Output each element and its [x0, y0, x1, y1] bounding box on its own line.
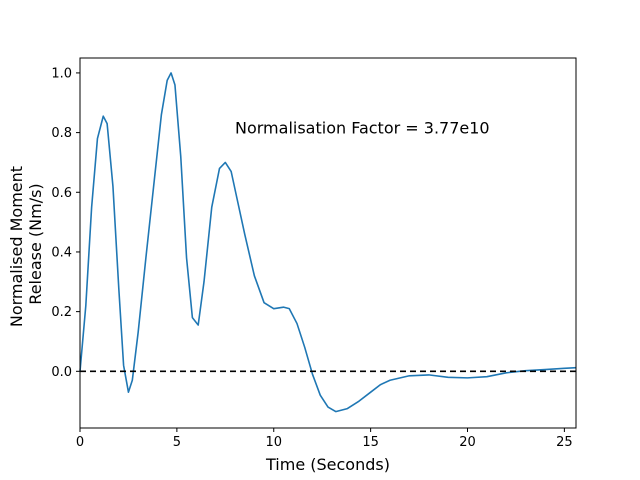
- y-tick-label: 0.0: [51, 365, 72, 380]
- x-tick-label: 5: [173, 435, 181, 450]
- y-axis-label-line-2: Release (Nm/s): [26, 183, 45, 304]
- series-line-0: [79, 72, 577, 413]
- y-axis-label-line-1: Normalised Moment: [7, 166, 26, 327]
- y-tick-label: 0.8: [51, 126, 72, 141]
- y-tick-label: 0.6: [51, 186, 72, 201]
- x-axis-ticks: 0 5 10 15 20 25: [76, 428, 573, 450]
- normalisation-factor-annotation: Normalisation Factor = 3.77e10: [235, 119, 490, 138]
- y-tick-label: 0.4: [51, 245, 72, 260]
- x-axis-label: Time (Seconds): [265, 455, 390, 474]
- x-tick-label: 0: [76, 435, 84, 450]
- x-tick-label: 15: [362, 435, 379, 450]
- x-tick-label: 25: [556, 435, 573, 450]
- y-axis-ticks: 0.0 0.2 0.4 0.6 0.8 1.0: [51, 66, 80, 380]
- x-tick-label: 10: [265, 435, 282, 450]
- y-tick-label: 1.0: [51, 66, 72, 81]
- y-tick-label: 0.2: [51, 305, 72, 320]
- y-axis-label: Normalised Moment Release (Nm/s): [7, 161, 45, 327]
- x-tick-label: 20: [459, 435, 476, 450]
- plot-frame: [79, 57, 577, 429]
- series-layer: [79, 72, 577, 413]
